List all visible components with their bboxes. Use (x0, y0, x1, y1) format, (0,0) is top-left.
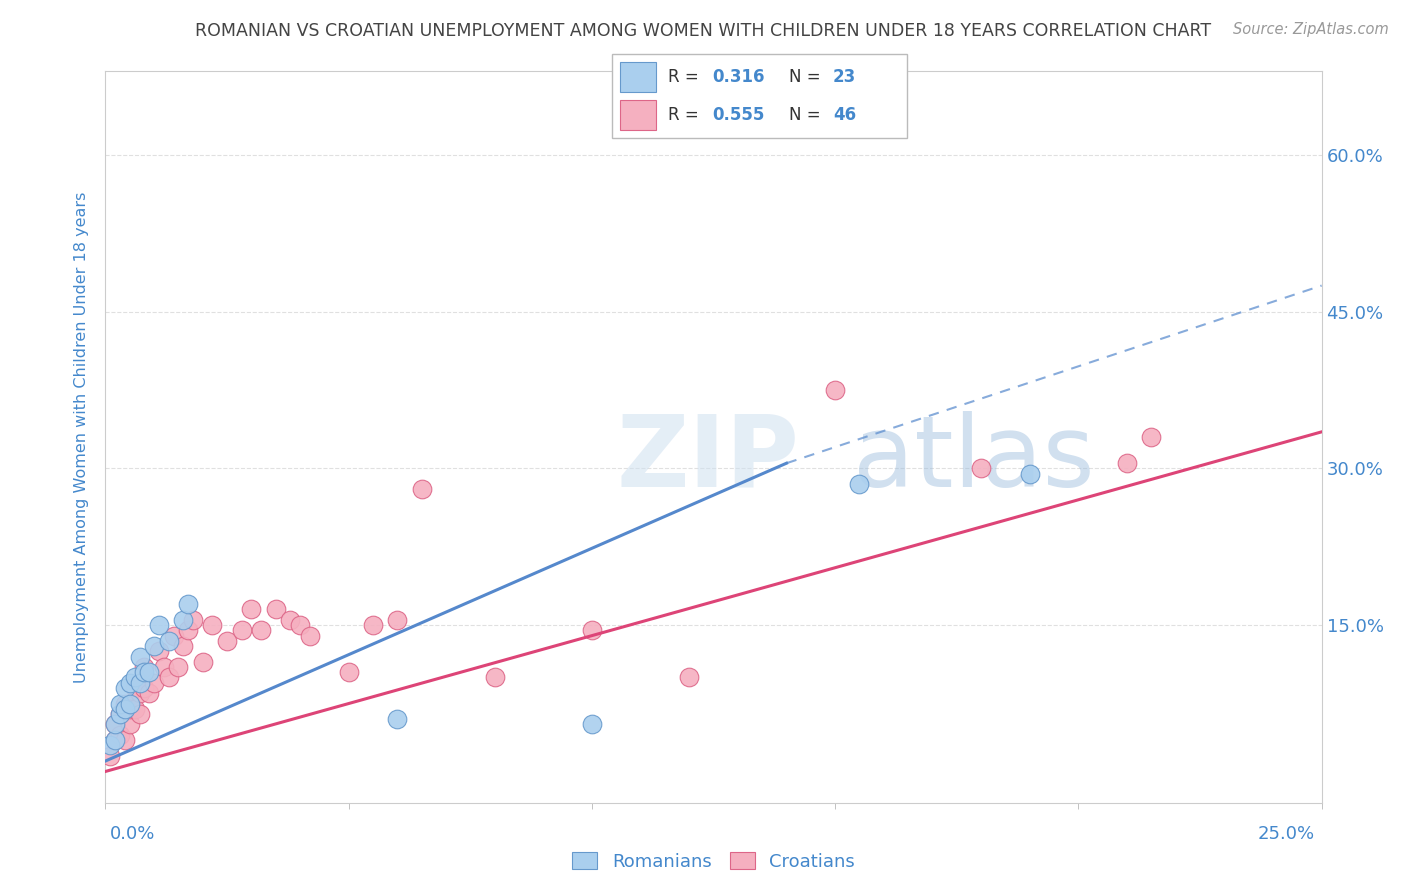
Point (484, 670, 506, 684)
Point (298, 629, 321, 643)
Point (172, 639, 194, 653)
Text: ROMANIAN VS CROATIAN UNEMPLOYMENT AMONG WOMEN WITH CHILDREN UNDER 18 YEARS CORRE: ROMANIAN VS CROATIAN UNEMPLOYMENT AMONG … (195, 22, 1211, 40)
Y-axis label: Unemployment Among Women with Children Under 18 years: Unemployment Among Women with Children U… (75, 192, 90, 682)
Point (138, 665, 160, 680)
Text: 25.0%: 25.0% (1257, 825, 1315, 843)
Point (824, 383, 846, 397)
Text: N =: N = (789, 68, 825, 86)
Point (108, 706, 131, 721)
Text: 0.316: 0.316 (711, 68, 765, 86)
Point (167, 660, 190, 674)
Point (264, 602, 287, 616)
Point (143, 675, 166, 690)
Point (134, 665, 156, 680)
Text: 23: 23 (832, 68, 856, 86)
Point (1116, 456, 1139, 470)
FancyBboxPatch shape (620, 62, 655, 92)
Point (278, 613, 301, 627)
Point (191, 655, 214, 669)
Point (148, 644, 170, 658)
Point (387, 613, 409, 627)
Text: Source: ZipAtlas.com: Source: ZipAtlas.com (1233, 22, 1389, 37)
Point (128, 706, 150, 721)
Point (361, 618, 384, 632)
Point (387, 712, 409, 726)
Point (157, 633, 180, 648)
Point (143, 639, 166, 653)
Text: N =: N = (789, 106, 825, 124)
Point (98, 739, 121, 753)
Point (181, 613, 204, 627)
Point (288, 618, 311, 632)
Point (134, 660, 156, 674)
Point (1018, 467, 1040, 481)
Point (124, 670, 146, 684)
Text: 46: 46 (832, 106, 856, 124)
Point (581, 717, 603, 731)
Point (337, 665, 360, 680)
Point (134, 681, 156, 695)
Point (177, 597, 200, 611)
Point (104, 717, 127, 731)
Point (217, 633, 239, 648)
Point (104, 733, 127, 747)
Point (114, 681, 136, 695)
Point (118, 717, 141, 731)
Point (138, 686, 160, 700)
Point (98, 748, 121, 763)
Point (128, 686, 150, 700)
Point (201, 618, 224, 632)
Point (250, 624, 273, 638)
Text: R =: R = (668, 106, 704, 124)
Point (157, 670, 180, 684)
FancyBboxPatch shape (612, 54, 907, 138)
FancyBboxPatch shape (620, 100, 655, 130)
Point (153, 660, 176, 674)
Legend: Romanians, Croatians: Romanians, Croatians (565, 845, 862, 878)
Text: ZIP: ZIP (616, 410, 799, 508)
Text: 0.555: 0.555 (711, 106, 765, 124)
Point (108, 728, 131, 742)
Point (124, 702, 146, 716)
Point (1140, 430, 1163, 444)
Text: atlas: atlas (853, 410, 1095, 508)
Point (124, 681, 146, 695)
Point (162, 629, 184, 643)
Point (581, 624, 603, 638)
Point (114, 697, 136, 711)
Point (104, 733, 127, 747)
Point (128, 649, 150, 664)
Point (108, 706, 131, 721)
Point (114, 733, 136, 747)
Point (118, 697, 141, 711)
Point (678, 670, 700, 684)
Point (231, 624, 253, 638)
Point (148, 618, 170, 632)
Point (108, 697, 131, 711)
Point (172, 613, 194, 627)
Text: R =: R = (668, 68, 704, 86)
Point (104, 717, 127, 731)
Point (240, 602, 263, 616)
Point (970, 461, 993, 475)
Point (177, 624, 200, 638)
Point (118, 702, 141, 716)
Point (128, 675, 150, 690)
Point (848, 477, 870, 491)
Point (114, 702, 136, 716)
Point (118, 675, 141, 690)
Text: 0.0%: 0.0% (110, 825, 155, 843)
Point (411, 483, 433, 497)
